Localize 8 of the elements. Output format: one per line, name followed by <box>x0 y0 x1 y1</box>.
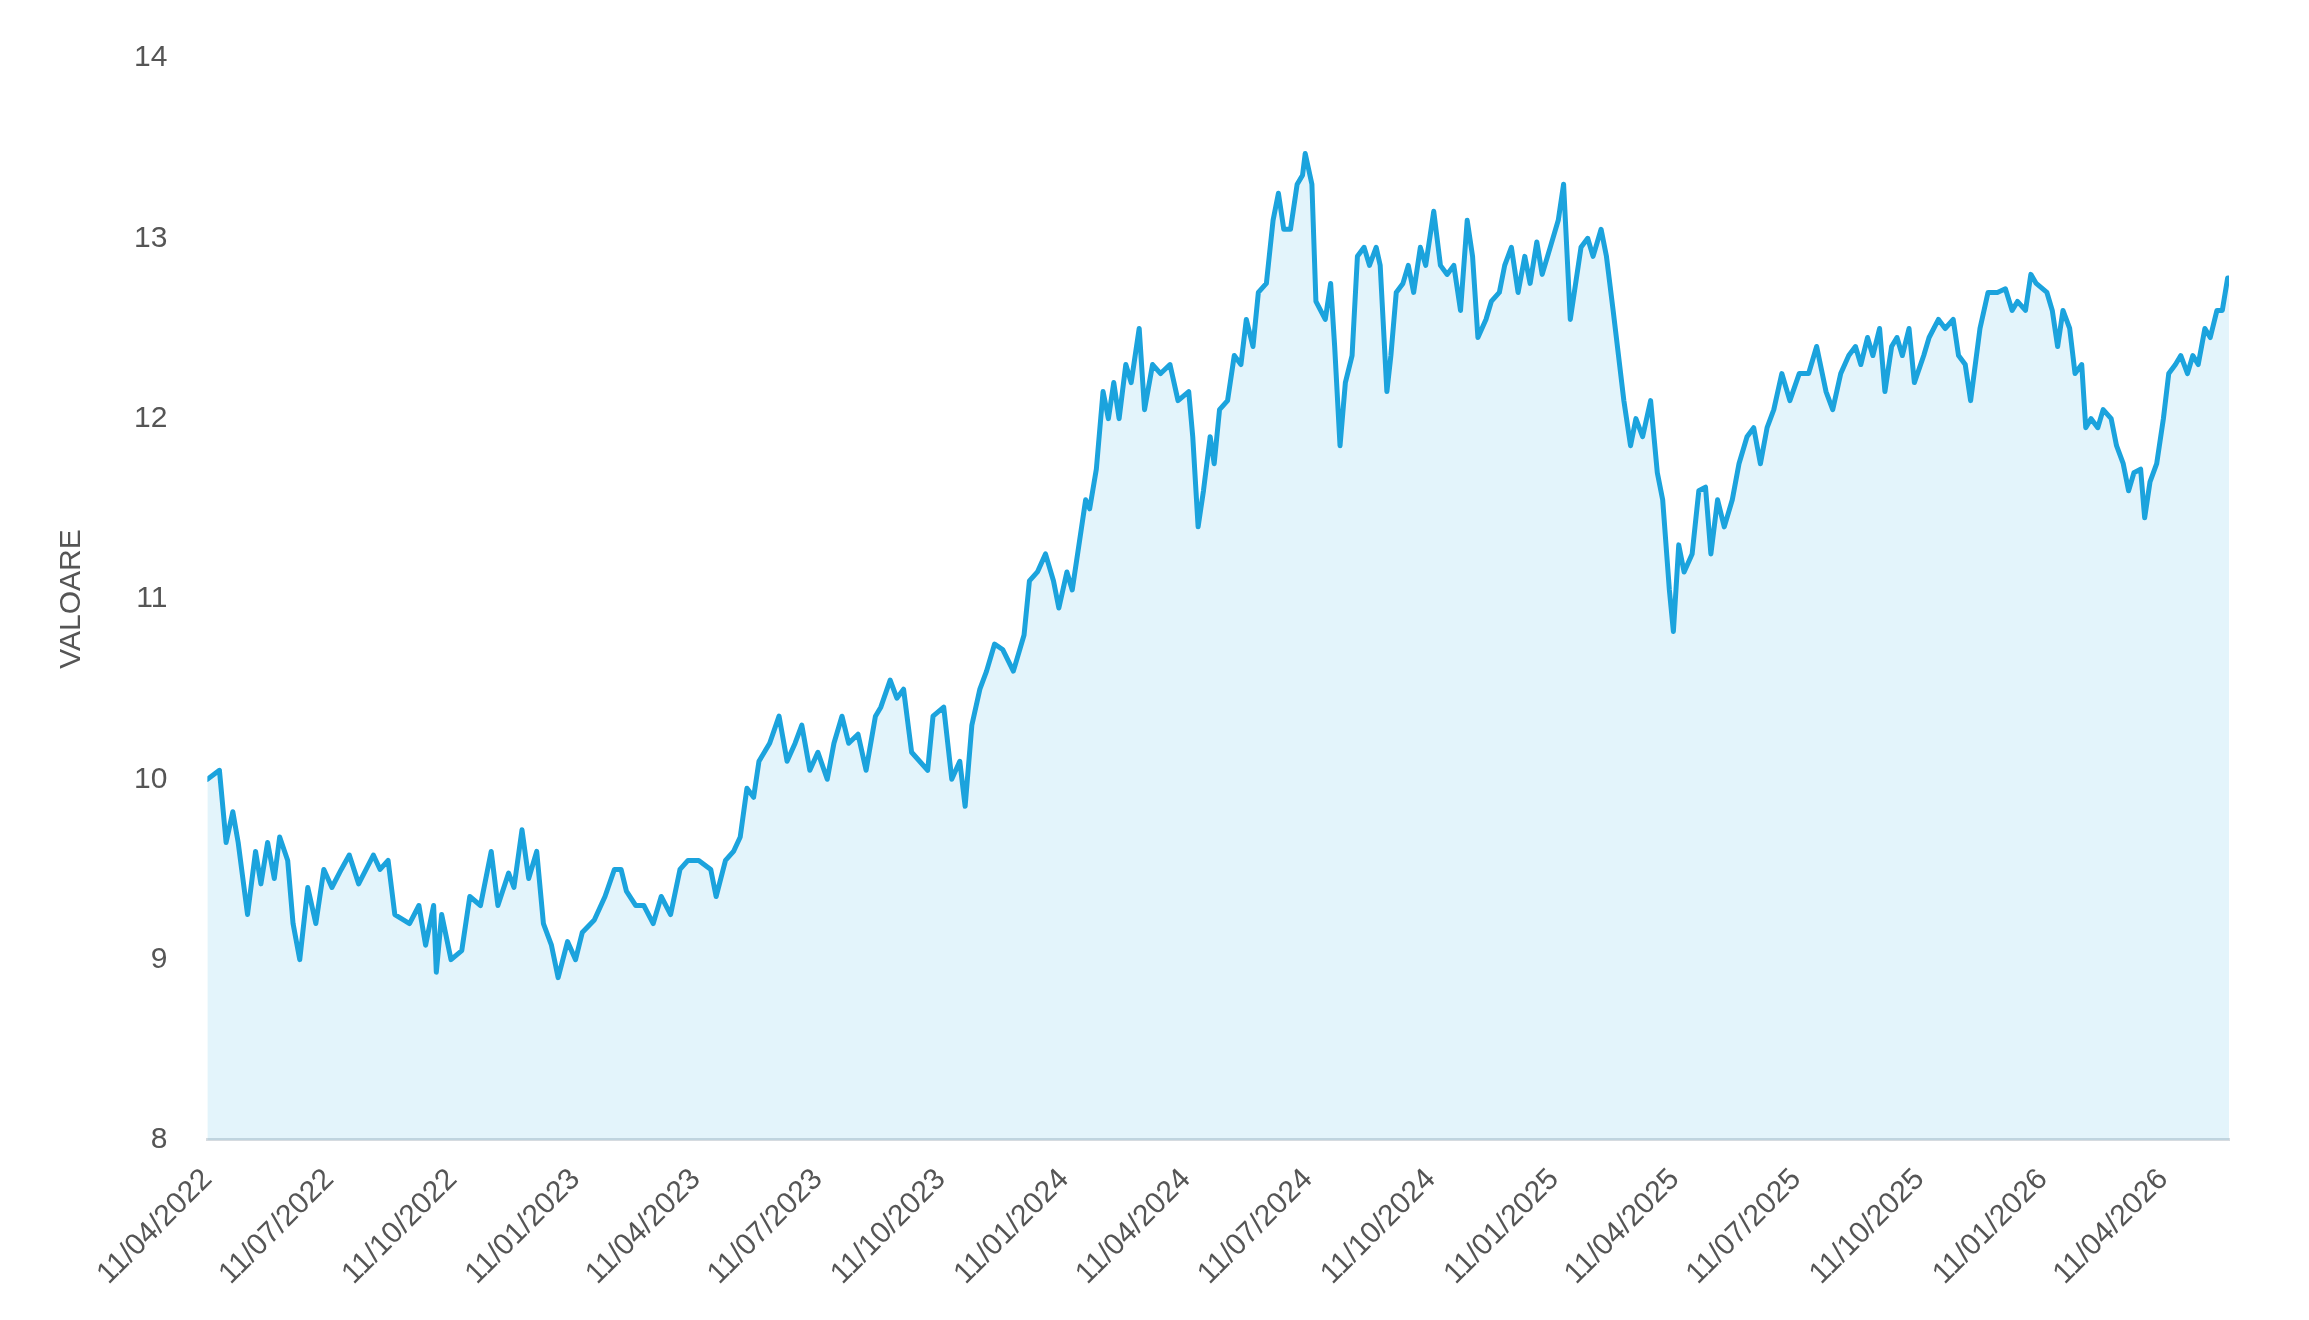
y-tick-label: 11 <box>136 580 168 614</box>
y-tick-label: 9 <box>150 940 168 974</box>
y-tick-label: 13 <box>133 219 168 253</box>
y-tick-label: 10 <box>133 760 168 794</box>
y-tick-label: 14 <box>133 39 168 73</box>
y-tick-label: 8 <box>150 1121 168 1155</box>
y-tick-label: 12 <box>133 399 168 433</box>
y-axis-title: VALOARE <box>53 529 87 669</box>
